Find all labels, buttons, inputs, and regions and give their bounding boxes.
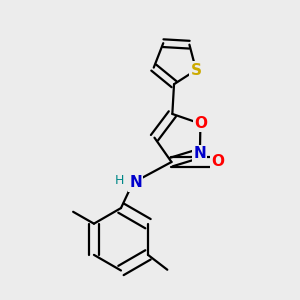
Text: H: H: [115, 174, 124, 187]
Text: O: O: [211, 154, 224, 169]
Text: N: N: [130, 175, 142, 190]
Text: N: N: [194, 146, 206, 161]
Text: S: S: [190, 62, 202, 77]
Text: O: O: [194, 116, 207, 131]
